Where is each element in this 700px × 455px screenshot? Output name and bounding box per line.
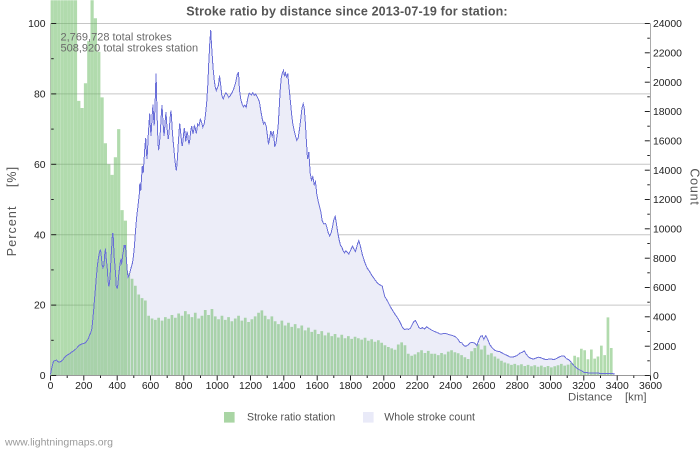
svg-text:22000: 22000 (653, 48, 682, 59)
svg-text:200: 200 (75, 381, 93, 392)
svg-text:8000: 8000 (653, 254, 676, 265)
svg-text:Count: Count (688, 168, 700, 205)
svg-text:1400: 1400 (272, 381, 295, 392)
svg-text:2600: 2600 (472, 381, 495, 392)
svg-text:800: 800 (175, 381, 193, 392)
svg-text:4000: 4000 (653, 312, 676, 323)
svg-text:600: 600 (142, 381, 160, 392)
svg-text:80: 80 (34, 90, 46, 101)
svg-text:1200: 1200 (239, 381, 262, 392)
svg-text:20: 20 (34, 301, 46, 312)
svg-text:60: 60 (34, 160, 46, 171)
svg-text:3400: 3400 (606, 381, 629, 392)
svg-text:www.lightningmaps.org: www.lightningmaps.org (4, 437, 113, 449)
svg-text:Stroke ratio station: Stroke ratio station (247, 412, 335, 424)
svg-text:3000: 3000 (539, 381, 562, 392)
svg-text:2200: 2200 (406, 381, 429, 392)
svg-text:40: 40 (34, 230, 46, 241)
svg-text:Whole stroke count: Whole stroke count (384, 412, 475, 424)
svg-text:2800: 2800 (506, 381, 529, 392)
svg-text:10000: 10000 (653, 224, 682, 235)
svg-text:16000: 16000 (653, 136, 682, 147)
svg-text:1800: 1800 (339, 381, 362, 392)
svg-text:3600: 3600 (639, 381, 662, 392)
svg-text:1000: 1000 (206, 381, 229, 392)
svg-text:2400: 2400 (439, 381, 462, 392)
svg-text:Percent [%]: Percent [%] (5, 166, 19, 256)
svg-text:100: 100 (28, 19, 46, 30)
svg-text:0: 0 (48, 381, 54, 392)
svg-text:3200: 3200 (572, 381, 595, 392)
svg-text:24000: 24000 (653, 19, 682, 30)
svg-text:508,920 total strokes station: 508,920 total strokes station (61, 43, 199, 55)
svg-text:Stroke ratio by distance since: Stroke ratio by distance since 2013-07-1… (186, 5, 507, 19)
svg-text:14000: 14000 (653, 166, 682, 177)
svg-text:2000: 2000 (653, 342, 676, 353)
svg-text:1600: 1600 (306, 381, 329, 392)
svg-text:0: 0 (40, 371, 46, 382)
svg-text:12000: 12000 (653, 195, 682, 206)
svg-text:18000: 18000 (653, 107, 682, 118)
svg-text:20000: 20000 (653, 78, 682, 89)
svg-text:2000: 2000 (372, 381, 395, 392)
svg-text:Distance [km]: Distance [km] (568, 392, 647, 404)
svg-text:400: 400 (109, 381, 127, 392)
svg-text:6000: 6000 (653, 283, 676, 294)
